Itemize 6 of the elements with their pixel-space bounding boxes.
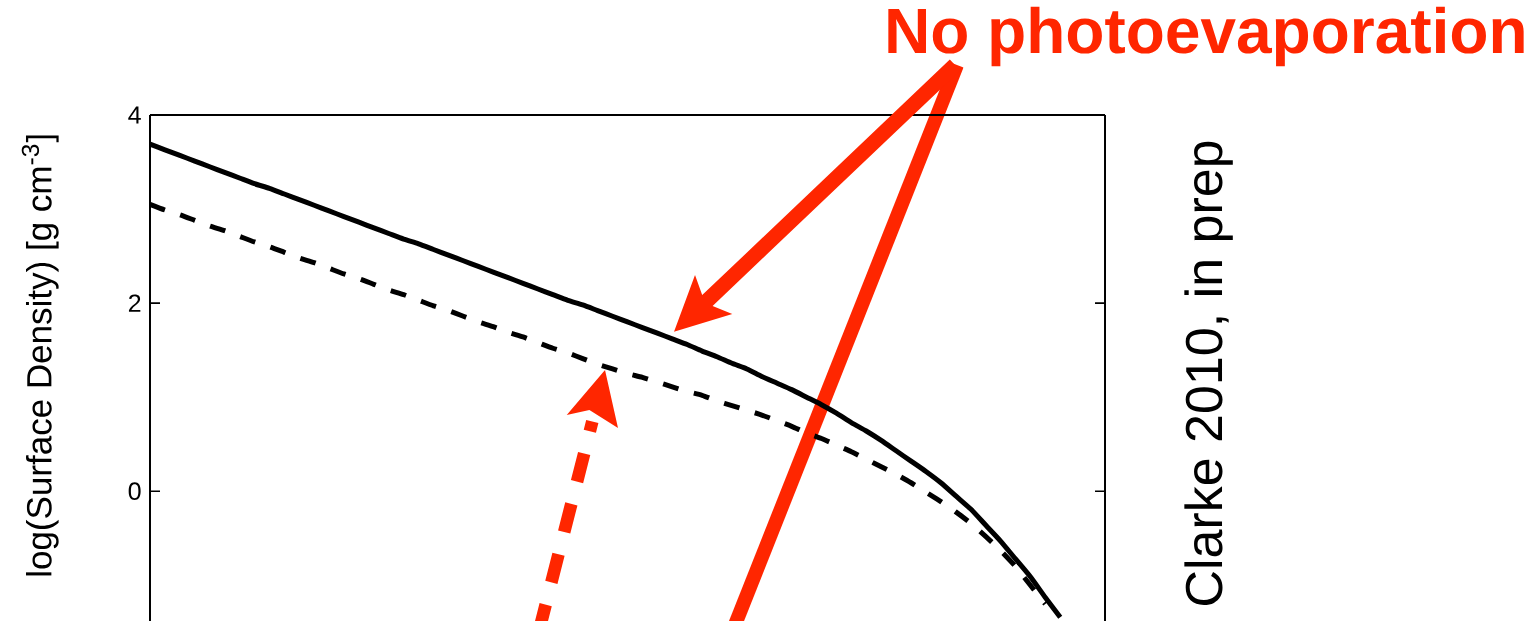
text: No photoevaporation (888, 6, 1524, 67)
y-tick-label: 4 (128, 106, 141, 124)
y-axis-title: log(Surface Density) [g cm$^{-3}$] (21, 135, 59, 576)
text: Clarke 2010, in prep (1184, 141, 1233, 605)
y-tick-label: 0 (128, 482, 141, 501)
y-tick-label: 2 (128, 294, 141, 312)
